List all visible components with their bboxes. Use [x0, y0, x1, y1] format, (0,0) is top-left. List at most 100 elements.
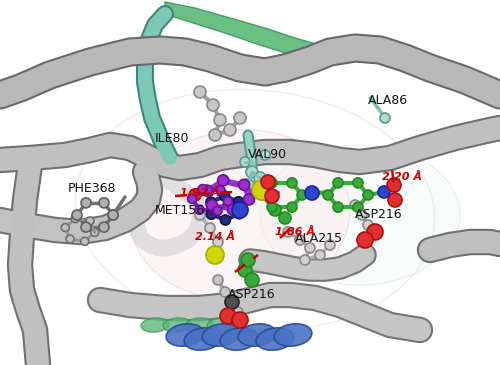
Circle shape	[350, 200, 360, 210]
Circle shape	[244, 194, 254, 205]
Circle shape	[205, 223, 215, 233]
Circle shape	[202, 185, 212, 196]
Ellipse shape	[130, 130, 350, 300]
Circle shape	[218, 175, 228, 186]
Circle shape	[224, 124, 236, 136]
Circle shape	[261, 175, 275, 189]
Circle shape	[216, 186, 225, 195]
Circle shape	[333, 178, 343, 188]
Polygon shape	[360, 36, 382, 60]
Circle shape	[252, 180, 272, 200]
Circle shape	[357, 232, 373, 248]
Ellipse shape	[185, 318, 213, 332]
Polygon shape	[165, 2, 365, 60]
Circle shape	[241, 253, 255, 267]
Ellipse shape	[202, 324, 240, 346]
Circle shape	[210, 250, 220, 260]
Circle shape	[267, 202, 277, 212]
Ellipse shape	[166, 324, 204, 346]
Circle shape	[71, 215, 79, 223]
Circle shape	[269, 204, 281, 216]
Circle shape	[220, 287, 230, 297]
Circle shape	[242, 179, 254, 191]
Circle shape	[238, 179, 250, 190]
Circle shape	[207, 99, 219, 111]
Ellipse shape	[260, 145, 460, 285]
Circle shape	[233, 307, 243, 317]
Text: VAL90: VAL90	[248, 149, 287, 161]
Circle shape	[81, 237, 89, 245]
Circle shape	[81, 198, 91, 208]
Circle shape	[315, 250, 325, 260]
Text: ASP216: ASP216	[228, 288, 276, 301]
Circle shape	[90, 228, 98, 237]
Circle shape	[279, 212, 291, 224]
Circle shape	[267, 178, 277, 188]
Circle shape	[260, 150, 270, 160]
Circle shape	[238, 263, 252, 277]
Circle shape	[283, 227, 293, 237]
Circle shape	[232, 312, 248, 328]
Text: 1.86 Å: 1.86 Å	[275, 227, 315, 237]
Circle shape	[287, 178, 297, 188]
Text: ASP216: ASP216	[355, 208, 403, 222]
Text: PHE368: PHE368	[68, 181, 116, 195]
Ellipse shape	[238, 324, 276, 346]
Ellipse shape	[256, 328, 294, 350]
Text: ILE80: ILE80	[155, 131, 190, 145]
Text: 2.14 Å: 2.14 Å	[195, 232, 235, 242]
Circle shape	[234, 112, 246, 124]
Circle shape	[380, 113, 390, 123]
Circle shape	[220, 308, 236, 324]
Circle shape	[363, 220, 373, 230]
Circle shape	[99, 198, 109, 208]
Circle shape	[72, 210, 82, 220]
Circle shape	[209, 129, 221, 141]
Text: 1.92 Å: 1.92 Å	[180, 188, 220, 198]
Circle shape	[62, 224, 70, 232]
Ellipse shape	[141, 318, 169, 332]
Circle shape	[195, 205, 204, 214]
Text: 2.20 Å: 2.20 Å	[382, 172, 422, 182]
Circle shape	[206, 197, 216, 207]
Circle shape	[225, 295, 239, 309]
Ellipse shape	[76, 89, 434, 331]
Circle shape	[297, 190, 307, 200]
Circle shape	[198, 185, 207, 193]
Circle shape	[353, 178, 363, 188]
Circle shape	[295, 235, 305, 245]
Ellipse shape	[207, 318, 235, 332]
Circle shape	[234, 197, 243, 207]
Circle shape	[81, 222, 91, 232]
Ellipse shape	[220, 328, 258, 350]
Circle shape	[206, 246, 224, 264]
Circle shape	[254, 172, 266, 184]
Circle shape	[333, 202, 343, 212]
Text: ALA215: ALA215	[295, 231, 343, 245]
Circle shape	[370, 227, 380, 237]
Circle shape	[378, 186, 390, 198]
Circle shape	[189, 189, 201, 201]
Circle shape	[305, 243, 315, 253]
Circle shape	[108, 210, 118, 220]
Circle shape	[265, 189, 279, 203]
Circle shape	[227, 297, 237, 307]
Text: ALA86: ALA86	[368, 93, 408, 107]
Circle shape	[232, 202, 248, 218]
Circle shape	[287, 202, 297, 212]
Circle shape	[387, 178, 401, 192]
Circle shape	[300, 255, 310, 265]
Circle shape	[353, 202, 363, 212]
Circle shape	[224, 197, 232, 206]
Circle shape	[206, 200, 218, 211]
Ellipse shape	[184, 328, 222, 350]
Circle shape	[367, 224, 383, 240]
Circle shape	[388, 193, 402, 207]
Circle shape	[234, 209, 244, 219]
Circle shape	[228, 204, 238, 215]
Circle shape	[363, 190, 373, 200]
Circle shape	[245, 273, 259, 287]
Circle shape	[99, 222, 109, 232]
Ellipse shape	[274, 324, 312, 346]
Circle shape	[108, 210, 118, 220]
